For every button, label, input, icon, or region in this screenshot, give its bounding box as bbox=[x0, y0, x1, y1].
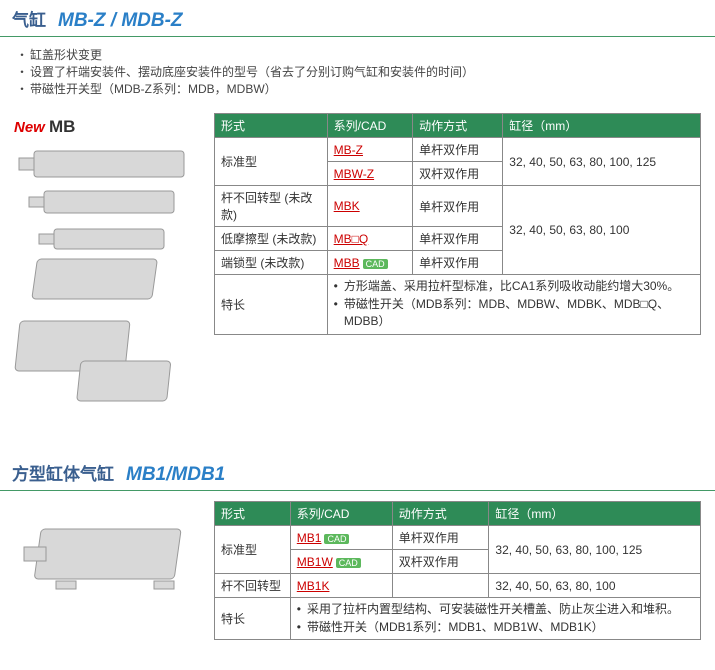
th-bore: 缸径（mm） bbox=[503, 114, 701, 138]
cell-series: MB1WCAD bbox=[290, 550, 392, 574]
th-series: 系列/CAD bbox=[290, 502, 392, 526]
bullet-item: 带磁性开关型（MDB-Z系列：MDB，MDBW） bbox=[30, 81, 715, 98]
cell-action: 单杆双作用 bbox=[413, 227, 503, 251]
cell-bore: 32, 40, 50, 63, 80, 100 bbox=[489, 574, 701, 598]
cell-action: 单杆双作用 bbox=[413, 251, 503, 275]
cell-features: 方形端盖、采用拉杆型标准，比CA1系列吸收动能约增大30%。 带磁性开关（MDB… bbox=[327, 275, 700, 334]
cell-series: MB1K bbox=[290, 574, 392, 598]
section2-image-area bbox=[14, 501, 214, 622]
series-link[interactable]: MBB bbox=[334, 256, 360, 270]
th-form: 形式 bbox=[215, 502, 291, 526]
table-row: 杆不回转型 MB1K 32, 40, 50, 63, 80, 100 bbox=[215, 574, 701, 598]
cell-feature-label: 特长 bbox=[215, 275, 328, 334]
cell-feature-label: 特长 bbox=[215, 598, 291, 640]
cell-form: 杆不回转型 (未改款) bbox=[215, 186, 328, 227]
cylinder-illustration bbox=[14, 141, 204, 421]
feature-text: 方形端盖、采用拉杆型标准，比CA1系列吸收动能约增大30%。 bbox=[344, 278, 679, 295]
cell-form: 端锁型 (未改款) bbox=[215, 251, 328, 275]
section2-title: 方型缸体气缸 MB1/MDB1 bbox=[0, 454, 715, 491]
cell-series: MBW-Z bbox=[327, 162, 412, 186]
cell-action: 单杆双作用 bbox=[413, 186, 503, 227]
section1-title: 气缸 MB-Z / MDB-Z bbox=[0, 0, 715, 37]
table-header-row: 形式 系列/CAD 动作方式 缸径（mm） bbox=[215, 502, 701, 526]
cell-bore: 32, 40, 50, 63, 80, 100, 125 bbox=[489, 526, 701, 574]
cad-badge: CAD bbox=[363, 259, 388, 269]
series-link[interactable]: MB1W bbox=[297, 555, 333, 569]
cell-form: 低摩擦型 (未改款) bbox=[215, 227, 328, 251]
cad-badge: CAD bbox=[324, 534, 349, 544]
table-row: 杆不回转型 (未改款) MBK 单杆双作用 32, 40, 50, 63, 80… bbox=[215, 186, 701, 227]
table-header-row: 形式 系列/CAD 动作方式 缸径（mm） bbox=[215, 114, 701, 138]
cell-bore: 32, 40, 50, 63, 80, 100 bbox=[503, 186, 701, 275]
th-action: 动作方式 bbox=[413, 114, 503, 138]
cell-series: MB1CAD bbox=[290, 526, 392, 550]
series-link[interactable]: MB-Z bbox=[334, 143, 363, 157]
cell-series: MB□Q bbox=[327, 227, 412, 251]
bullet-item: 设置了杆端安装件、摆动底座安装件的型号（省去了分别订购气缸和安装件的时间） bbox=[30, 64, 715, 81]
cell-action: 双杆双作用 bbox=[392, 550, 489, 574]
th-form: 形式 bbox=[215, 114, 328, 138]
section2-content: 形式 系列/CAD 动作方式 缸径（mm） 标准型 MB1CAD 单杆双作用 3… bbox=[0, 501, 715, 670]
series-link[interactable]: MBW-Z bbox=[334, 167, 374, 181]
cell-series: MBK bbox=[327, 186, 412, 227]
cell-form: 标准型 bbox=[215, 526, 291, 574]
cell-series: MBBCAD bbox=[327, 251, 412, 275]
section1-image-area: New MB bbox=[14, 113, 214, 424]
cell-action: 单杆双作用 bbox=[413, 138, 503, 162]
section1-content: New MB 形式 系列/CAD 动作方式 缸径（mm） 标准 bbox=[0, 113, 715, 454]
table-row: 标准型 MB1CAD 单杆双作用 32, 40, 50, 63, 80, 100… bbox=[215, 526, 701, 550]
cell-form: 杆不回转型 bbox=[215, 574, 291, 598]
th-action: 动作方式 bbox=[392, 502, 489, 526]
section1-title-model: MB-Z / MDB-Z bbox=[58, 10, 183, 32]
feature-text: 带磁性开关（MDB1系列：MDB1、MDB1W、MDB1K） bbox=[307, 619, 604, 636]
cell-action: 双杆双作用 bbox=[413, 162, 503, 186]
section2-title-model: MB1/MDB1 bbox=[126, 464, 225, 486]
th-series: 系列/CAD bbox=[327, 114, 412, 138]
section1-bullets: 缸盖形状变更 设置了杆端安装件、摆动底座安装件的型号（省去了分别订购气缸和安装件… bbox=[0, 47, 715, 97]
cell-features: 采用了拉杆内置型结构、可安装磁性开关槽盖、防止灰尘进入和堆积。 带磁性开关（MD… bbox=[290, 598, 700, 640]
series-link[interactable]: MBK bbox=[334, 199, 360, 213]
section1-spec-table: 形式 系列/CAD 动作方式 缸径（mm） 标准型 MB-Z 单杆双作用 32,… bbox=[214, 113, 701, 334]
bullet-item: 缸盖形状变更 bbox=[30, 47, 715, 64]
cell-action bbox=[392, 574, 489, 598]
section2-spec-table: 形式 系列/CAD 动作方式 缸径（mm） 标准型 MB1CAD 单杆双作用 3… bbox=[214, 501, 701, 640]
cylinder-illustration bbox=[14, 509, 204, 619]
feature-text: 带磁性开关（MDB系列：MDB、MDBW、MDBK、MDB□Q、MDBB） bbox=[344, 296, 694, 331]
section2-title-cn: 方型缸体气缸 bbox=[12, 460, 114, 485]
cell-series: MB-Z bbox=[327, 138, 412, 162]
cell-action: 单杆双作用 bbox=[392, 526, 489, 550]
cad-badge: CAD bbox=[336, 558, 361, 568]
new-label: New MB bbox=[14, 117, 214, 137]
series-link[interactable]: MB1K bbox=[297, 579, 330, 593]
th-bore: 缸径（mm） bbox=[489, 502, 701, 526]
table-feature-row: 特长 采用了拉杆内置型结构、可安装磁性开关槽盖、防止灰尘进入和堆积。 带磁性开关… bbox=[215, 598, 701, 640]
series-link[interactable]: MB□Q bbox=[334, 232, 369, 246]
section1-title-cn: 气缸 bbox=[12, 6, 46, 31]
table-feature-row: 特长 方形端盖、采用拉杆型标准，比CA1系列吸收动能约增大30%。 带磁性开关（… bbox=[215, 275, 701, 334]
series-link[interactable]: MB1 bbox=[297, 531, 322, 545]
cell-form: 标准型 bbox=[215, 138, 328, 186]
table-row: 标准型 MB-Z 单杆双作用 32, 40, 50, 63, 80, 100, … bbox=[215, 138, 701, 162]
cell-bore: 32, 40, 50, 63, 80, 100, 125 bbox=[503, 138, 701, 186]
feature-text: 采用了拉杆内置型结构、可安装磁性开关槽盖、防止灰尘进入和堆积。 bbox=[307, 601, 679, 618]
